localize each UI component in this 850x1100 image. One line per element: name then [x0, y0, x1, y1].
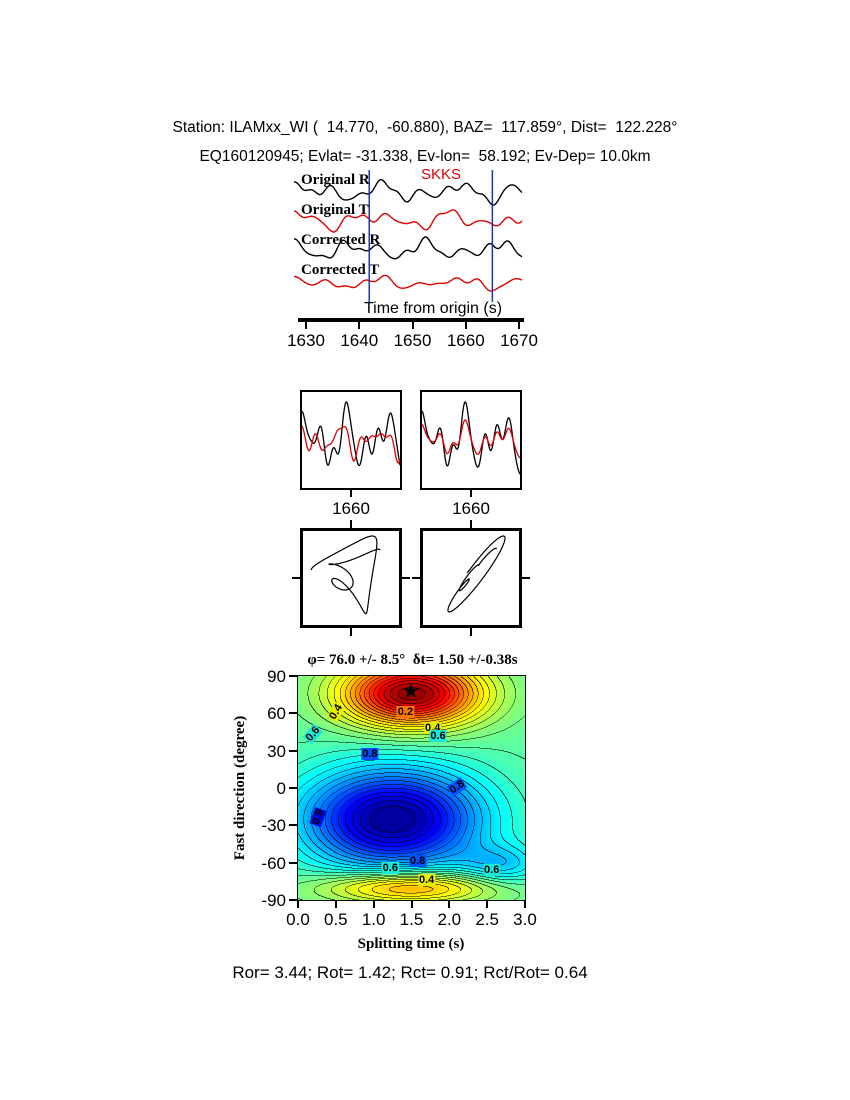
- pm-tick-left: [412, 577, 420, 579]
- particle-motion-plot-2: [447, 535, 506, 613]
- zoom-tick-label: 1660: [332, 499, 370, 518]
- contour-xtick-label: 0.0: [286, 910, 310, 929]
- contour-label: 0.4: [417, 874, 436, 887]
- zoom-waveforms-1: [302, 401, 400, 467]
- zoom-tick-label: 1660: [452, 499, 490, 518]
- time-tick-label: 1660: [446, 331, 485, 350]
- time-tick: [518, 322, 520, 329]
- event-header: EQ160120945; Evlat= -31.338, Ev-lon= 58.…: [199, 148, 651, 165]
- particle-motion-plot-1: [310, 535, 381, 615]
- contour-label: 0.8: [408, 855, 427, 868]
- contour-xtick: [297, 901, 299, 908]
- trace-label-2: Corrected R: [301, 232, 381, 248]
- pm-tick-bottom: [470, 628, 472, 636]
- contour-xtick: [372, 901, 375, 908]
- contour-ytick-label: 30: [267, 741, 286, 761]
- contour-ytick-label: -30: [261, 816, 286, 836]
- contour-ytick-label: -90: [261, 891, 286, 910]
- contour-ytick: [289, 861, 298, 864]
- time-tick-label: 1650: [393, 331, 432, 350]
- contour-ytick: [289, 712, 298, 715]
- zoom-tick: [470, 490, 472, 497]
- pm-tick-right: [402, 577, 410, 579]
- contour-xtick: [334, 901, 337, 908]
- contour-ytick-label: 60: [267, 704, 286, 724]
- pm-tick-top: [350, 520, 352, 528]
- contour-ytick: [289, 749, 298, 752]
- zoom-trace-0-0: [302, 401, 400, 467]
- time-axis-line: [298, 318, 524, 322]
- contour-label: 0.6: [381, 861, 399, 874]
- results-line: Ror= 3.44; Rot= 1.42; Rct= 0.91; Rct/Rot…: [232, 963, 588, 982]
- zoom-window-box-1: [300, 390, 402, 490]
- contour-ytick: [289, 824, 298, 827]
- station-header: Station: ILAMxx_WI ( 14.770, -60.880), B…: [172, 119, 678, 136]
- time-tick: [411, 322, 414, 329]
- contour-label: 0.2: [396, 706, 415, 719]
- time-axis-title: Time from origin (s): [363, 300, 503, 317]
- contour-xtick-label: 2.0: [437, 910, 462, 929]
- pm-tick-right: [522, 577, 530, 579]
- particle-motion-path-1: [447, 535, 506, 613]
- contour-ytick-label: -60: [261, 853, 286, 873]
- contour-title: φ= 76.0 +/- 8.5° δt= 1.50 +/-0.38s: [307, 652, 518, 668]
- contour-xtick-label: 3.0: [513, 910, 537, 929]
- contour-xtick: [410, 901, 413, 908]
- contour-ytick-label: 90: [267, 667, 286, 686]
- contour-xtick: [448, 901, 451, 908]
- contour-xtick-label: 2.5: [475, 910, 499, 929]
- particle-motion-box-1: [300, 528, 402, 628]
- contour-label: 0.8: [361, 748, 379, 761]
- particle-motion-path-0: [310, 535, 381, 615]
- time-tick-label: 1670: [500, 331, 538, 350]
- phase-label: SKKS: [421, 166, 462, 183]
- time-tick: [358, 322, 361, 329]
- seismogram-trace-3: [294, 274, 523, 292]
- time-tick-label: 1640: [340, 331, 379, 350]
- time-tick-label: 1630: [287, 331, 325, 350]
- particle-motion-box-2: [420, 528, 522, 628]
- contour-xtick: [486, 901, 489, 908]
- seismogram-trace-0: [293, 178, 523, 206]
- contour-xtick-label: 0.5: [324, 910, 348, 929]
- pm-tick-bottom: [350, 628, 352, 636]
- contour-ytick: [289, 899, 298, 901]
- pm-tick-top: [470, 520, 472, 528]
- zoom-window-box-2: [420, 390, 522, 490]
- trace-label-0: Original R: [301, 172, 370, 188]
- time-tick: [464, 322, 467, 329]
- zoom-trace-0-1: [302, 425, 400, 464]
- contour-label: 0.6: [483, 864, 501, 877]
- contour-xtick-label: 1.0: [361, 910, 386, 929]
- contour-label: 0.6: [429, 729, 447, 742]
- pm-tick-left: [292, 577, 300, 579]
- seismogram-trace-1: [293, 209, 523, 233]
- zoom-waveforms-2: [422, 401, 520, 475]
- contour-xlabel: Splitting time (s): [357, 936, 465, 952]
- contour-xtick-label: 1.5: [399, 910, 424, 929]
- contour-ytick: [289, 787, 298, 789]
- zoom-trace-1-1: [422, 419, 520, 459]
- seismogram-trace-2: [293, 236, 523, 260]
- trace-label-3: Corrected T: [301, 262, 380, 278]
- best-fit-star-marker: ★: [401, 680, 421, 704]
- contour-ytick: [289, 675, 298, 677]
- contour-xtick: [524, 901, 526, 908]
- trace-label-1: Original T: [301, 202, 369, 218]
- time-tick: [305, 322, 307, 329]
- contour-ytick-label: 0: [276, 779, 286, 798]
- zoom-tick: [350, 490, 352, 497]
- seismogram-panel: [293, 170, 523, 302]
